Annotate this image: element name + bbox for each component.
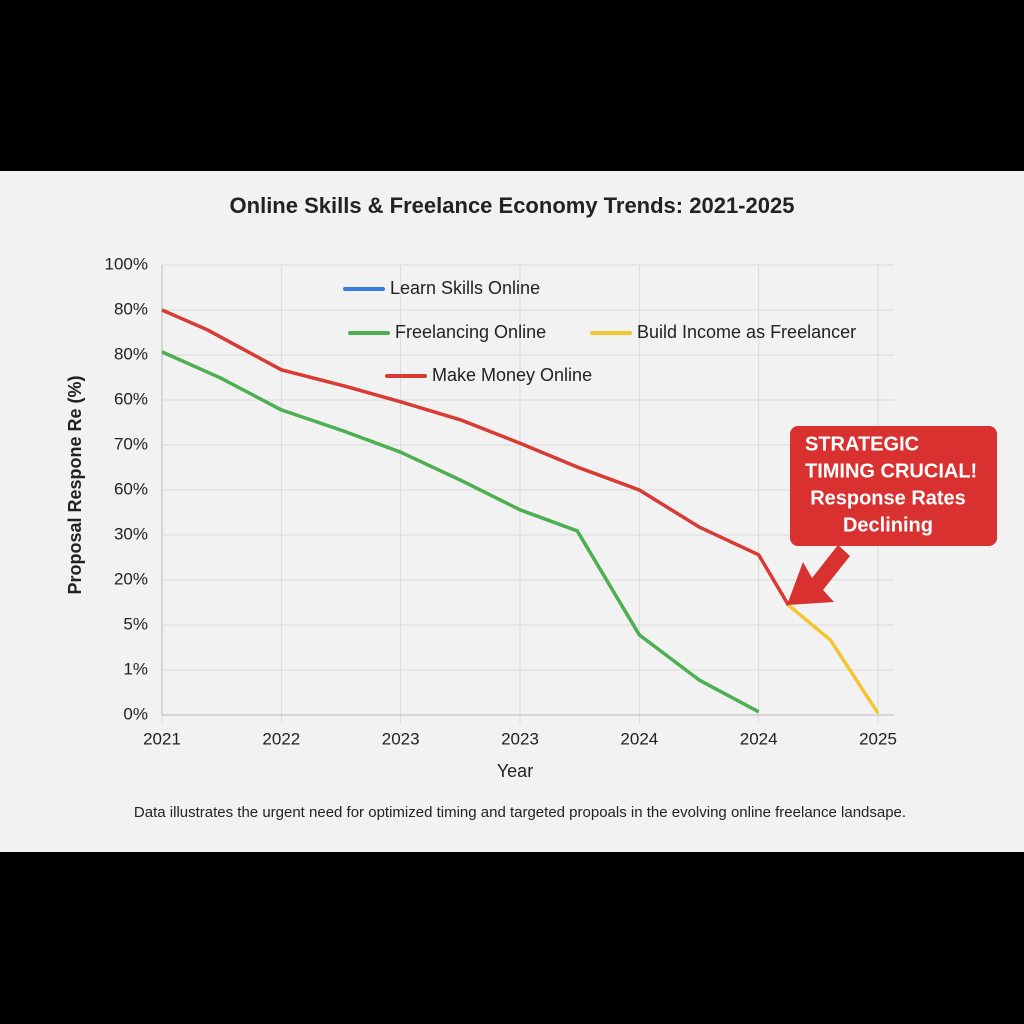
y-axis-label: Proposal Respone Re (%) [65, 375, 85, 594]
x-tick-label: 2024 [740, 729, 778, 748]
series-line [161, 350, 760, 714]
x-tick-label: 2021 [143, 729, 181, 748]
y-tick-label: 80% [114, 344, 148, 363]
annotation-box [790, 426, 997, 546]
annotation-text: TIMING CRUCIAL! [805, 460, 977, 482]
legend-label: Build Income as Freelancer [637, 322, 856, 342]
annotation-text: Declining [843, 514, 933, 536]
annotation-arrow [787, 545, 850, 605]
legend-label: Learn Skills Online [390, 278, 540, 298]
y-tick-label: 70% [114, 434, 148, 453]
annotation-text: STRATEGIC [805, 433, 919, 455]
series-line [787, 603, 880, 715]
y-tick-label: 80% [114, 299, 148, 318]
y-tick-label: 5% [123, 614, 148, 633]
y-tick-label: 60% [114, 389, 148, 408]
x-tick-label: 2023 [382, 729, 420, 748]
x-axis-label: Year [497, 761, 533, 781]
x-tick-label: 2022 [262, 729, 300, 748]
y-tick-label: 1% [123, 659, 148, 678]
y-tick-label: 0% [123, 704, 148, 723]
y-tick-label: 60% [114, 479, 148, 498]
y-tick-label: 100% [105, 254, 148, 273]
x-tick-label: 2023 [501, 729, 539, 748]
y-tick-label: 20% [114, 569, 148, 588]
x-tick-label: 2025 [859, 729, 897, 748]
x-tick-label: 2024 [620, 729, 658, 748]
annotation-text: Response Rates [810, 487, 966, 509]
series-line [161, 308, 791, 607]
y-tick-label: 30% [114, 524, 148, 543]
legend-label: Make Money Online [432, 365, 592, 385]
legend-label: Freelancing Online [395, 322, 546, 342]
chart-title: Online Skills & Freelance Economy Trends… [230, 193, 795, 218]
footnote: Data illustrates the urgent need for opt… [134, 804, 906, 821]
